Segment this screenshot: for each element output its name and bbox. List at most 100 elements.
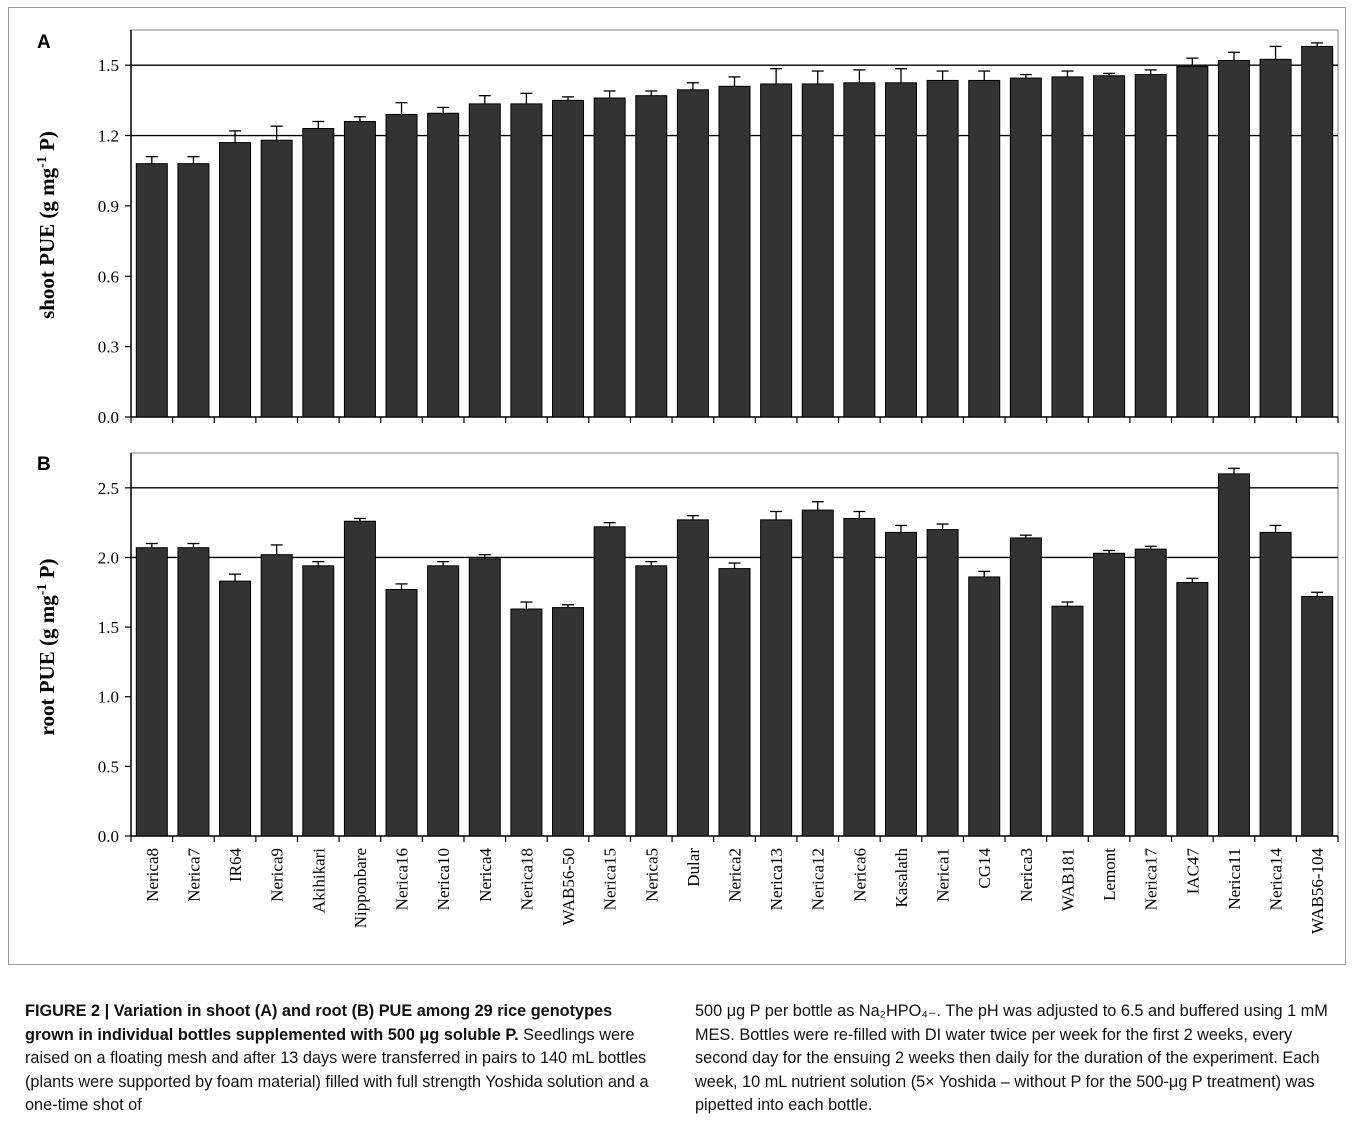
category-label: Lemont [1100,848,1119,901]
bar [676,89,709,418]
bar [676,519,709,837]
bar [135,547,168,837]
bar [635,95,668,418]
category-label: Nerica9 [268,848,287,902]
category-label: Nerica7 [184,848,203,902]
bar [510,608,543,837]
bar [1217,59,1250,418]
bar [760,519,793,837]
bar [343,120,376,418]
category-label: Nerica1 [934,848,953,902]
bar [343,520,376,837]
y-axis-title-main: root PUE (g mg [35,595,59,736]
bar [593,97,626,418]
bar [177,163,210,418]
bar [843,82,876,418]
bar [718,85,751,418]
category-label: Nipponbare [351,848,370,928]
category-label: IAC47 [1183,848,1202,895]
bar [427,565,460,837]
bar [1176,582,1209,837]
category-label: Nerica8 [143,848,162,902]
category-label: Nerica3 [1017,848,1036,902]
caption-figure-label: FIGURE 2 | [25,1002,110,1020]
category-label: Nerica17 [1142,848,1161,911]
category-label: Nerica5 [642,848,661,902]
caption-body-left: Seedlings were raised on a floating mesh… [25,1025,649,1115]
bar [968,576,1001,837]
bar [1093,75,1126,418]
bar [968,79,1001,418]
y-axis-title-end: P) [35,559,59,584]
bar [1217,473,1250,837]
y-axis-title-sup: -1 [35,156,50,168]
bar [884,531,917,837]
bar [510,103,543,418]
bar [385,588,418,837]
bar [1134,74,1167,418]
y-axis-title-main: shoot PUE (g mg [35,167,59,319]
category-label: CG14 [975,848,994,889]
category-label: Kasalath [892,848,911,908]
category-label: WAB56-104 [1308,848,1327,934]
category-label: Akihikari [309,848,328,913]
y-tick-label: 0.9 [98,197,119,216]
bar [635,565,668,837]
caption-title: Variation in shoot (A) and root (B) PUE … [25,1002,613,1044]
y-tick-label: 2.5 [98,479,119,498]
y-tick-label: 1.5 [98,56,119,75]
category-label: Nerica6 [850,848,869,902]
bar [135,163,168,418]
bar [1009,77,1042,418]
category-label: Nerica12 [809,848,828,910]
bar [1176,65,1209,418]
bar [1009,537,1042,837]
y-tick-label: 0.0 [98,408,119,427]
category-label: Nerica10 [434,848,453,910]
y-axis-title: root PUE (g mg-1 P) [35,559,59,736]
category-label: Nerica16 [393,848,412,910]
bar [1259,531,1292,837]
bar [926,529,959,837]
bar [427,112,460,418]
caption-left-paragraph: FIGURE 2 | Variation in shoot (A) and ro… [25,1000,657,1118]
bar [843,517,876,837]
bar [718,568,751,837]
category-label: Nerica13 [767,848,786,910]
bar [1259,58,1292,418]
caption-right-column: 500 μg P per bottle as Na₂HPO₄₋. The pH … [695,1000,1345,1118]
category-label: Nerica4 [476,848,495,902]
y-axis-title: shoot PUE (g mg-1 P) [35,131,59,319]
category-label: Dular [684,848,703,887]
y-tick-label: 2.0 [98,548,119,567]
bar [219,142,252,418]
bar [177,547,210,837]
y-tick-label: 1.5 [98,618,119,637]
y-tick-label: 0.5 [98,757,119,776]
y-tick-label: 1.0 [98,688,119,707]
caption-body-right: 500 μg P per bottle as Na₂HPO₄₋. The pH … [695,1002,1328,1114]
bar [302,565,335,837]
bar [1301,595,1334,837]
bar [260,554,293,837]
category-label: Nerica15 [601,848,620,910]
y-axis-title-sup: -1 [35,584,50,596]
y-tick-label: 0.0 [98,827,119,846]
bar [760,83,793,418]
bar [1093,552,1126,837]
bar [1051,605,1084,837]
bar [385,113,418,418]
bar [260,139,293,418]
bar [593,526,626,837]
category-label: WAB56-50 [559,848,578,925]
bar [302,128,335,418]
bar [552,99,585,418]
y-axis-title-end: P) [35,131,59,156]
bar [801,83,834,418]
figure-frame [8,7,1346,965]
panel-label: A [37,32,51,53]
category-label: Nerica11 [1225,848,1244,910]
